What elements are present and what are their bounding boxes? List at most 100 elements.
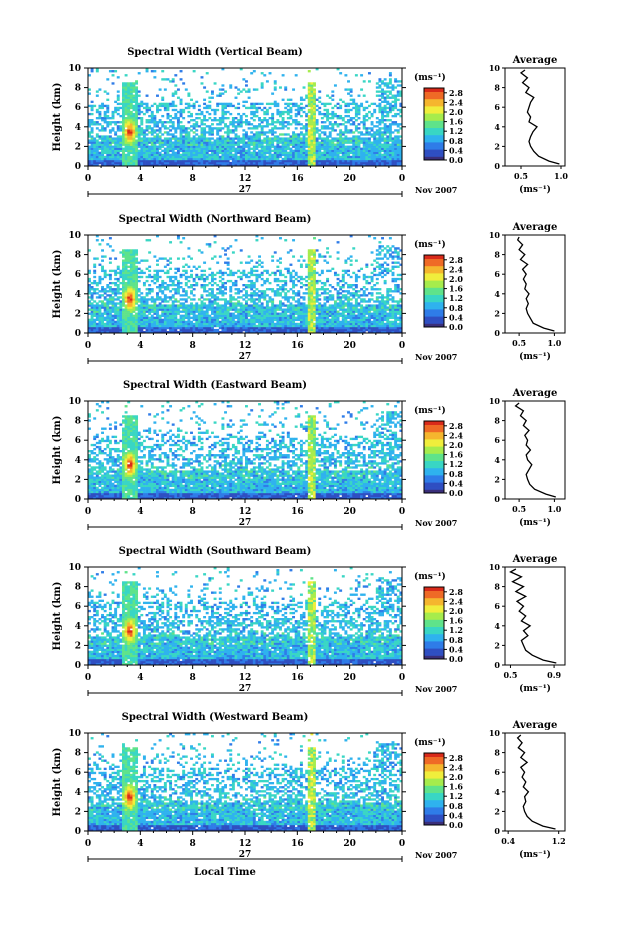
heatmap-cell	[315, 153, 319, 157]
heatmap-cell	[163, 151, 167, 155]
heatmap-cell	[174, 275, 178, 279]
heatmap-cell	[127, 312, 131, 315]
heatmap-cell	[237, 125, 241, 128]
heatmap-cell	[95, 117, 99, 120]
heatmap-cell	[132, 284, 136, 287]
heatmap-cell	[250, 284, 254, 287]
heatmap-cell	[341, 163, 345, 167]
heatmap-cell	[153, 330, 157, 334]
heatmap-cell	[370, 147, 374, 150]
heatmap-cell	[245, 294, 248, 297]
heatmap-cell	[111, 110, 115, 114]
heatmap-cell	[187, 92, 191, 95]
heatmap-cell	[174, 316, 178, 320]
heatmap-cell	[93, 149, 97, 153]
heatmap-cell	[103, 271, 107, 275]
heatmap-cell	[132, 308, 136, 311]
heatmap-cell	[386, 159, 390, 163]
heatmap-cell	[203, 157, 207, 161]
heatmap-cell	[299, 151, 303, 155]
heatmap-cell	[281, 137, 285, 140]
heatmap-cell	[200, 326, 204, 330]
heatmap-cell	[386, 153, 390, 157]
heatmap-cell	[114, 145, 118, 148]
heatmap-cell	[245, 121, 248, 124]
heatmap-cell	[365, 145, 369, 148]
heatmap-cell	[124, 304, 128, 307]
heatmap-cell	[391, 139, 395, 142]
heatmap-cell	[313, 102, 316, 106]
heatmap-cell	[341, 100, 345, 104]
heatmap-cell	[161, 330, 165, 334]
heatmap-cell	[208, 127, 212, 130]
heatmap-cell	[328, 121, 332, 124]
heatmap-cell	[124, 330, 128, 334]
heatmap-cell	[231, 251, 235, 254]
heatmap-cell	[111, 326, 115, 330]
heatmap-cell	[360, 163, 364, 167]
heatmap-cell	[305, 159, 309, 163]
heatmap-cell	[137, 153, 141, 157]
heatmap-cell	[318, 163, 322, 167]
heatmap-cell	[381, 80, 384, 83]
heatmap-cell	[310, 145, 314, 148]
heatmap-cell	[375, 163, 379, 167]
heatmap-cell	[289, 163, 293, 167]
heatmap-cell	[268, 153, 272, 157]
heatmap-cell	[367, 155, 371, 159]
heatmap-cell	[145, 163, 149, 167]
heatmap-cell	[299, 153, 303, 157]
heatmap-cell	[90, 119, 94, 122]
heatmap-cell	[255, 326, 259, 330]
heatmap-cell	[106, 125, 110, 128]
heatmap-cell	[103, 269, 107, 273]
heatmap-cell	[203, 298, 207, 301]
heatmap-cell	[213, 157, 217, 161]
heatmap-cell	[273, 159, 277, 163]
heatmap-cell	[208, 129, 212, 132]
heatmap-cell	[273, 290, 277, 293]
heatmap-cell	[383, 143, 387, 146]
heatmap-cell	[242, 326, 246, 330]
heatmap-cell	[299, 149, 303, 153]
heatmap-cell	[213, 277, 217, 281]
heatmap-cell	[187, 133, 191, 136]
heatmap-cell	[169, 290, 173, 293]
heatmap-cell	[391, 163, 395, 167]
heatmap-cell	[137, 300, 141, 303]
heatmap-cell	[114, 269, 118, 273]
heatmap-cell	[98, 263, 102, 266]
heatmap-cell	[250, 318, 254, 322]
heatmap-cell	[135, 261, 139, 264]
heatmap-cell	[383, 131, 387, 134]
heatmap-cell	[310, 155, 314, 159]
heatmap-cell	[169, 157, 173, 161]
heatmap-cell	[140, 312, 144, 315]
heatmap-cell	[258, 312, 261, 315]
heatmap-cell	[258, 123, 261, 126]
heatmap-cell	[148, 163, 152, 167]
heatmap-cell	[339, 72, 343, 75]
heatmap-cell	[182, 147, 186, 150]
heatmap-cell	[111, 141, 115, 144]
heatmap-cell	[224, 159, 227, 163]
heatmap-cell	[362, 157, 366, 161]
heatmap-cell	[273, 328, 277, 332]
heatmap-cell	[218, 290, 222, 293]
heatmap-cell	[367, 80, 371, 83]
heatmap-cell	[231, 125, 235, 128]
heatmap-cell	[103, 310, 107, 313]
y-tick-label: 0	[75, 162, 81, 172]
heatmap-cell	[216, 312, 220, 315]
heatmap-cell	[161, 298, 165, 301]
heatmap-cell	[307, 70, 311, 73]
heatmap-cell	[195, 328, 199, 332]
heatmap-cell	[333, 149, 337, 153]
heatmap-cell	[305, 114, 309, 118]
heatmap-cell	[394, 143, 398, 146]
heatmap-cell	[310, 125, 314, 128]
heatmap-cell	[210, 284, 214, 287]
heatmap-cell	[367, 104, 371, 108]
heatmap-cell	[255, 279, 259, 283]
heatmap-cell	[166, 320, 170, 324]
